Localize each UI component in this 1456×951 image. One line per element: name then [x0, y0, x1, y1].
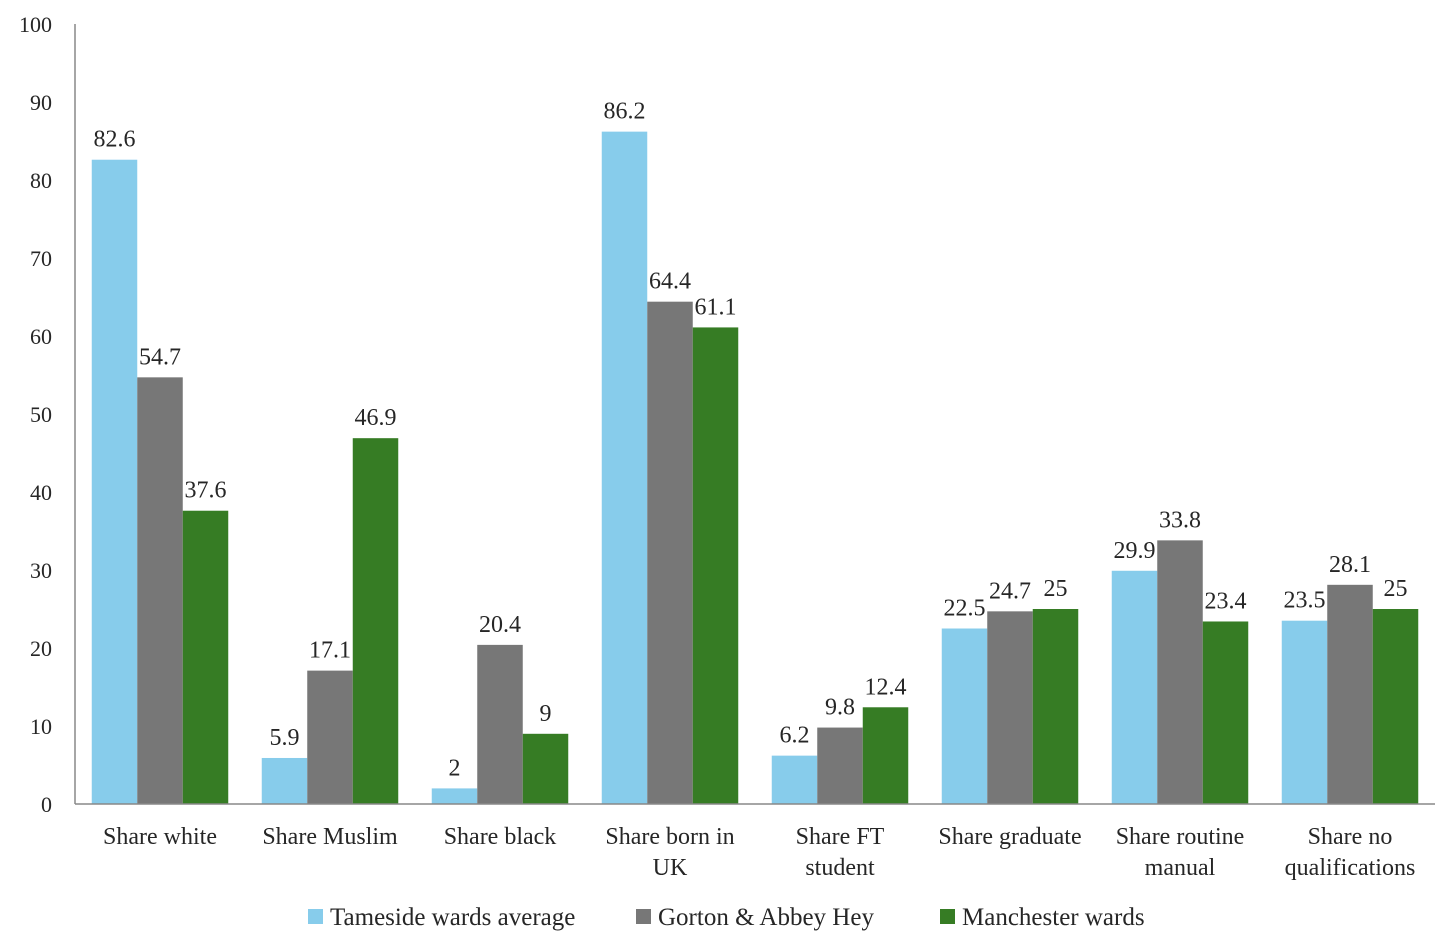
- data-label: 28.1: [1329, 552, 1371, 578]
- category-label: Share no qualifications: [1285, 824, 1416, 881]
- y-tick-label: 40: [30, 480, 52, 505]
- data-label: 37.6: [185, 478, 227, 504]
- category-label: Share FT student: [796, 824, 885, 881]
- category-label: Share routine manual: [1116, 824, 1245, 881]
- data-label: 61.1: [695, 294, 737, 320]
- y-tick-label: 0: [41, 792, 52, 817]
- data-label: 33.8: [1159, 507, 1201, 533]
- data-label: 5.9: [270, 725, 300, 751]
- bar: [771, 755, 818, 804]
- legend-label: Manchester wards: [962, 904, 1145, 931]
- bar: [647, 301, 693, 804]
- data-label: 23.5: [1284, 588, 1326, 614]
- bar: [1032, 609, 1079, 804]
- y-axis-ticks: 0 10 20 30 40 50 60 70 80 90 100: [19, 12, 52, 817]
- bar: [477, 644, 523, 804]
- bar: [1157, 540, 1203, 804]
- data-label: 9: [540, 701, 552, 727]
- bars: [91, 131, 1419, 805]
- data-label: 23.4: [1205, 588, 1247, 614]
- category-label: Share born in UK: [605, 824, 734, 881]
- category-label: Share graduate: [938, 824, 1081, 850]
- bar: [352, 438, 399, 804]
- data-label: 64.4: [649, 269, 691, 295]
- bar: [91, 159, 138, 805]
- data-label: 86.2: [604, 99, 646, 125]
- category-labels: Share white Share Muslim Share black Share …: [103, 824, 1415, 881]
- legend: Tameside wards average Gorton & Abbey Hey…: [308, 904, 1145, 931]
- data-label: 46.9: [355, 405, 397, 431]
- bar: [941, 628, 988, 804]
- bar: [182, 510, 229, 804]
- bar: [817, 727, 863, 804]
- bar: [862, 707, 909, 804]
- bar: [431, 788, 478, 804]
- data-label: 54.7: [139, 344, 181, 370]
- legend-label: Tameside wards average: [330, 904, 575, 931]
- bar: [1281, 620, 1328, 804]
- data-label: 6.2: [780, 723, 810, 749]
- bar: [1202, 621, 1249, 804]
- bar: [307, 670, 353, 804]
- y-tick-label: 30: [30, 558, 52, 583]
- category-label: Share black: [444, 824, 557, 850]
- data-label: 12.4: [865, 674, 907, 700]
- y-tick-label: 50: [30, 402, 52, 427]
- legend-label: Gorton & Abbey Hey: [658, 904, 874, 931]
- data-label: 24.7: [989, 578, 1031, 604]
- bar: [137, 377, 183, 804]
- bar: [601, 131, 648, 804]
- bar: [1327, 584, 1373, 804]
- y-tick-label: 90: [30, 90, 52, 115]
- category-label: Share Muslim: [262, 824, 398, 850]
- legend-swatch: [308, 909, 323, 924]
- data-label: 25: [1044, 576, 1068, 602]
- bar: [1372, 609, 1419, 804]
- data-label: 29.9: [1114, 538, 1156, 564]
- bar: [692, 327, 739, 804]
- y-tick-label: 20: [30, 636, 52, 661]
- data-label: 22.5: [944, 596, 986, 622]
- bar: [522, 733, 569, 804]
- data-label: 25: [1384, 576, 1408, 602]
- bar: [1111, 570, 1158, 804]
- category-label: Share white: [103, 824, 217, 850]
- y-tick-label: 100: [19, 12, 52, 37]
- data-label: 20.4: [479, 612, 521, 638]
- y-tick-label: 60: [30, 324, 52, 349]
- y-tick-label: 80: [30, 168, 52, 193]
- data-label: 9.8: [825, 695, 855, 721]
- data-label: 17.1: [309, 638, 351, 664]
- y-tick-label: 70: [30, 246, 52, 271]
- y-tick-label: 10: [30, 714, 52, 739]
- data-label: 82.6: [94, 127, 136, 153]
- bar: [987, 611, 1033, 804]
- bar: [261, 757, 308, 804]
- data-labels: 82.6 54.7 37.6 5.9 17.1 46.9 2 20.4 9 86.2 64.461.…: [94, 99, 1408, 782]
- legend-swatch: [940, 909, 955, 924]
- legend-swatch: [636, 909, 651, 924]
- data-label: 2: [449, 755, 461, 781]
